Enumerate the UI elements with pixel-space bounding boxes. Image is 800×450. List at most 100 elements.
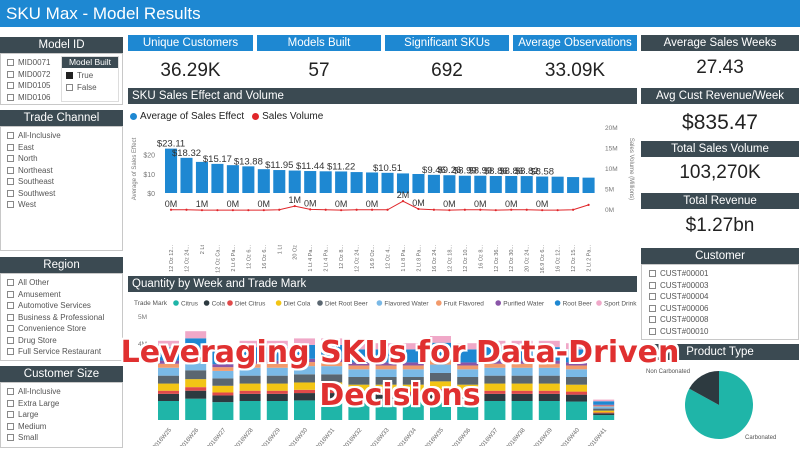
model-built-item[interactable]: True: [66, 70, 118, 82]
category-tick-label: 16 Oz 24...: [432, 245, 438, 272]
checkbox[interactable]: [66, 83, 73, 91]
sales-volume-label: 0M: [412, 198, 425, 208]
checkbox[interactable]: [7, 434, 14, 442]
region-item[interactable]: Drug Store: [7, 335, 104, 347]
legend-label: Sport Drink: [604, 301, 637, 308]
quantity-bar-segment: [402, 369, 424, 377]
checkbox[interactable]: [649, 327, 656, 335]
checkbox[interactable]: [7, 132, 14, 140]
legend-label: Citrus: [181, 301, 199, 308]
checkbox[interactable]: [649, 293, 656, 301]
category-tick-label: 2 Lt 8 Pa...: [416, 245, 422, 272]
customer-size-item[interactable]: Medium: [7, 421, 61, 433]
checkbox[interactable]: [7, 189, 14, 197]
quantity-bar-segment: [566, 401, 587, 420]
checkbox[interactable]: [7, 279, 14, 287]
region-item[interactable]: Full Service Restaurant: [7, 346, 104, 358]
checkbox[interactable]: [7, 178, 14, 186]
sales-volume-point: [247, 209, 250, 212]
checkbox[interactable]: [7, 59, 14, 67]
trade-channel-item[interactable]: Northeast: [7, 165, 61, 177]
quantity-bar-segment: [321, 344, 343, 359]
quantity-bar-segment: [239, 400, 261, 420]
checkbox[interactable]: [7, 166, 14, 174]
checkbox[interactable]: [7, 399, 14, 407]
checkbox[interactable]: [7, 290, 14, 298]
customer-item[interactable]: CUST#00010: [649, 326, 708, 338]
sales-effect-label: $8.99: [453, 166, 477, 177]
quantity-bar-segment: [511, 340, 533, 348]
checkbox[interactable]: [7, 93, 14, 101]
checkbox[interactable]: [7, 82, 14, 90]
y2-axis-label: Sales Volume (Millions): [628, 138, 634, 200]
model-id-item[interactable]: MID0071: [7, 57, 50, 69]
trade-channel-item-label: Northeast: [18, 165, 53, 175]
checkbox[interactable]: [7, 313, 14, 321]
checkbox[interactable]: [7, 325, 14, 333]
customer-item[interactable]: CUST#00008: [649, 314, 708, 326]
checkbox[interactable]: [7, 155, 14, 163]
checkbox[interactable]: [649, 281, 656, 289]
checkbox[interactable]: [7, 336, 14, 344]
region-item[interactable]: Automotive Services: [7, 300, 104, 312]
quantity-bar-segment: [185, 353, 207, 357]
checkbox[interactable]: [7, 411, 14, 419]
sales-volume-point: [262, 209, 265, 212]
legend-label: Diet Cola: [284, 301, 311, 308]
quantity-bar-segment: [212, 351, 234, 365]
sales-volume-label: 0M: [227, 199, 240, 209]
region-item[interactable]: Business & Professional: [7, 312, 104, 324]
model-id-item[interactable]: MID0105: [7, 80, 50, 92]
quantity-bar-segment: [158, 393, 179, 401]
region-item[interactable]: Convenience Store: [7, 323, 104, 335]
quantity-bar-segment: [239, 390, 261, 394]
model-built-item[interactable]: False: [66, 82, 118, 94]
trade-channel-item[interactable]: West: [7, 199, 61, 211]
model-id-item[interactable]: MID0106: [7, 92, 50, 104]
quantity-bar-segment: [321, 382, 343, 390]
sales-effect-bar: [304, 171, 317, 193]
checkbox[interactable]: [7, 348, 14, 356]
checkbox[interactable]: [649, 304, 656, 312]
checkbox[interactable]: [7, 201, 14, 209]
customer-item[interactable]: CUST#00001: [649, 268, 708, 280]
customer-item[interactable]: CUST#00006: [649, 303, 708, 315]
checkbox[interactable]: [7, 302, 14, 310]
sales-effect-label: $10.51: [373, 163, 402, 174]
trade-channel-item[interactable]: Southeast: [7, 176, 61, 188]
trade-channel-item[interactable]: East: [7, 142, 61, 154]
quantity-bar-segment: [239, 340, 261, 348]
customer-size-item[interactable]: Small: [7, 432, 61, 444]
region-item[interactable]: All Other: [7, 277, 104, 289]
quantity-bar-segment: [593, 399, 615, 402]
quantity-bar-segment: [212, 370, 234, 379]
region-item-label: Convenience Store: [18, 324, 87, 333]
customer-item[interactable]: CUST#00003: [649, 280, 708, 292]
checkbox[interactable]: [66, 72, 73, 80]
sales-volume-line: [171, 200, 589, 211]
quantity-bar-segment: [566, 343, 587, 350]
quantity-bar-segment: [158, 375, 179, 384]
checkbox[interactable]: [7, 388, 14, 396]
trade-channel-item[interactable]: All-Inclusive: [7, 130, 61, 142]
sales-volume-point: [324, 208, 327, 211]
quantity-bar-segment: [185, 338, 207, 354]
checkbox[interactable]: [649, 316, 656, 324]
checkbox[interactable]: [7, 143, 14, 151]
checkbox[interactable]: [649, 270, 656, 278]
checkbox[interactable]: [7, 422, 14, 430]
quantity-bar-segment: [566, 376, 587, 385]
trade-channel-item[interactable]: Southwest: [7, 188, 61, 200]
customer-size-item[interactable]: Large: [7, 409, 61, 421]
quantity-bar-segment: [484, 383, 506, 391]
checkbox[interactable]: [7, 70, 14, 78]
model-id-item[interactable]: MID0072: [7, 69, 50, 81]
customer-item[interactable]: CUST#00004: [649, 291, 708, 303]
customer-size-item[interactable]: Extra Large: [7, 398, 61, 410]
trade-channel-item[interactable]: North: [7, 153, 61, 165]
sales-effect-bar: [165, 148, 178, 193]
sales-effect-label: $11.95: [265, 160, 293, 171]
customer-size-item[interactable]: All-Inclusive: [7, 386, 61, 398]
legend-swatch: [376, 300, 383, 306]
region-item[interactable]: Amusement: [7, 289, 104, 301]
